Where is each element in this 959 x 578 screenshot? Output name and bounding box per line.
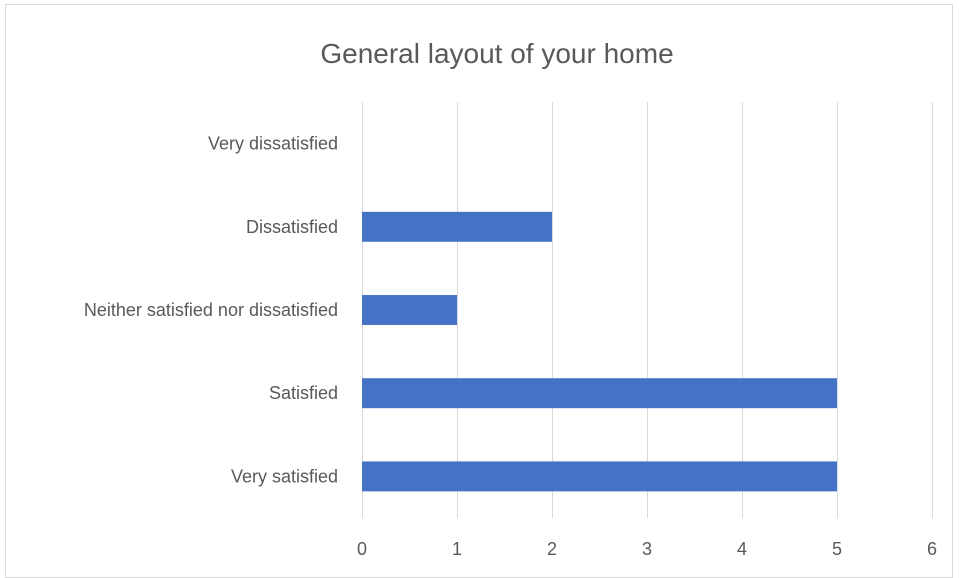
x-axis-ticks: 0 1 2 3 4 5 6: [357, 539, 937, 559]
bar-3: [362, 211, 552, 242]
x-tick-label: 0: [357, 539, 367, 559]
bars: [362, 211, 837, 492]
bar-1: [362, 378, 837, 409]
x-tick-label: 6: [927, 539, 937, 559]
category-label: Neither satisfied nor dissatisfied: [84, 300, 338, 320]
x-tick-label: 5: [832, 539, 842, 559]
x-tick-label: 1: [452, 539, 462, 559]
bar-2: [362, 295, 457, 325]
category-label: Satisfied: [269, 383, 338, 403]
category-label: Very satisfied: [231, 466, 338, 486]
gridlines: [362, 102, 933, 518]
chart-title: General layout of your home: [320, 38, 673, 69]
category-label: Dissatisfied: [246, 217, 338, 237]
bar-0: [362, 461, 837, 492]
x-tick-label: 4: [737, 539, 747, 559]
category-label: Very dissatisfied: [208, 134, 338, 154]
category-labels: Very satisfied Satisfied Neither satisfied…: [84, 134, 338, 487]
x-tick-label: 2: [547, 539, 557, 559]
x-tick-label: 3: [642, 539, 652, 559]
